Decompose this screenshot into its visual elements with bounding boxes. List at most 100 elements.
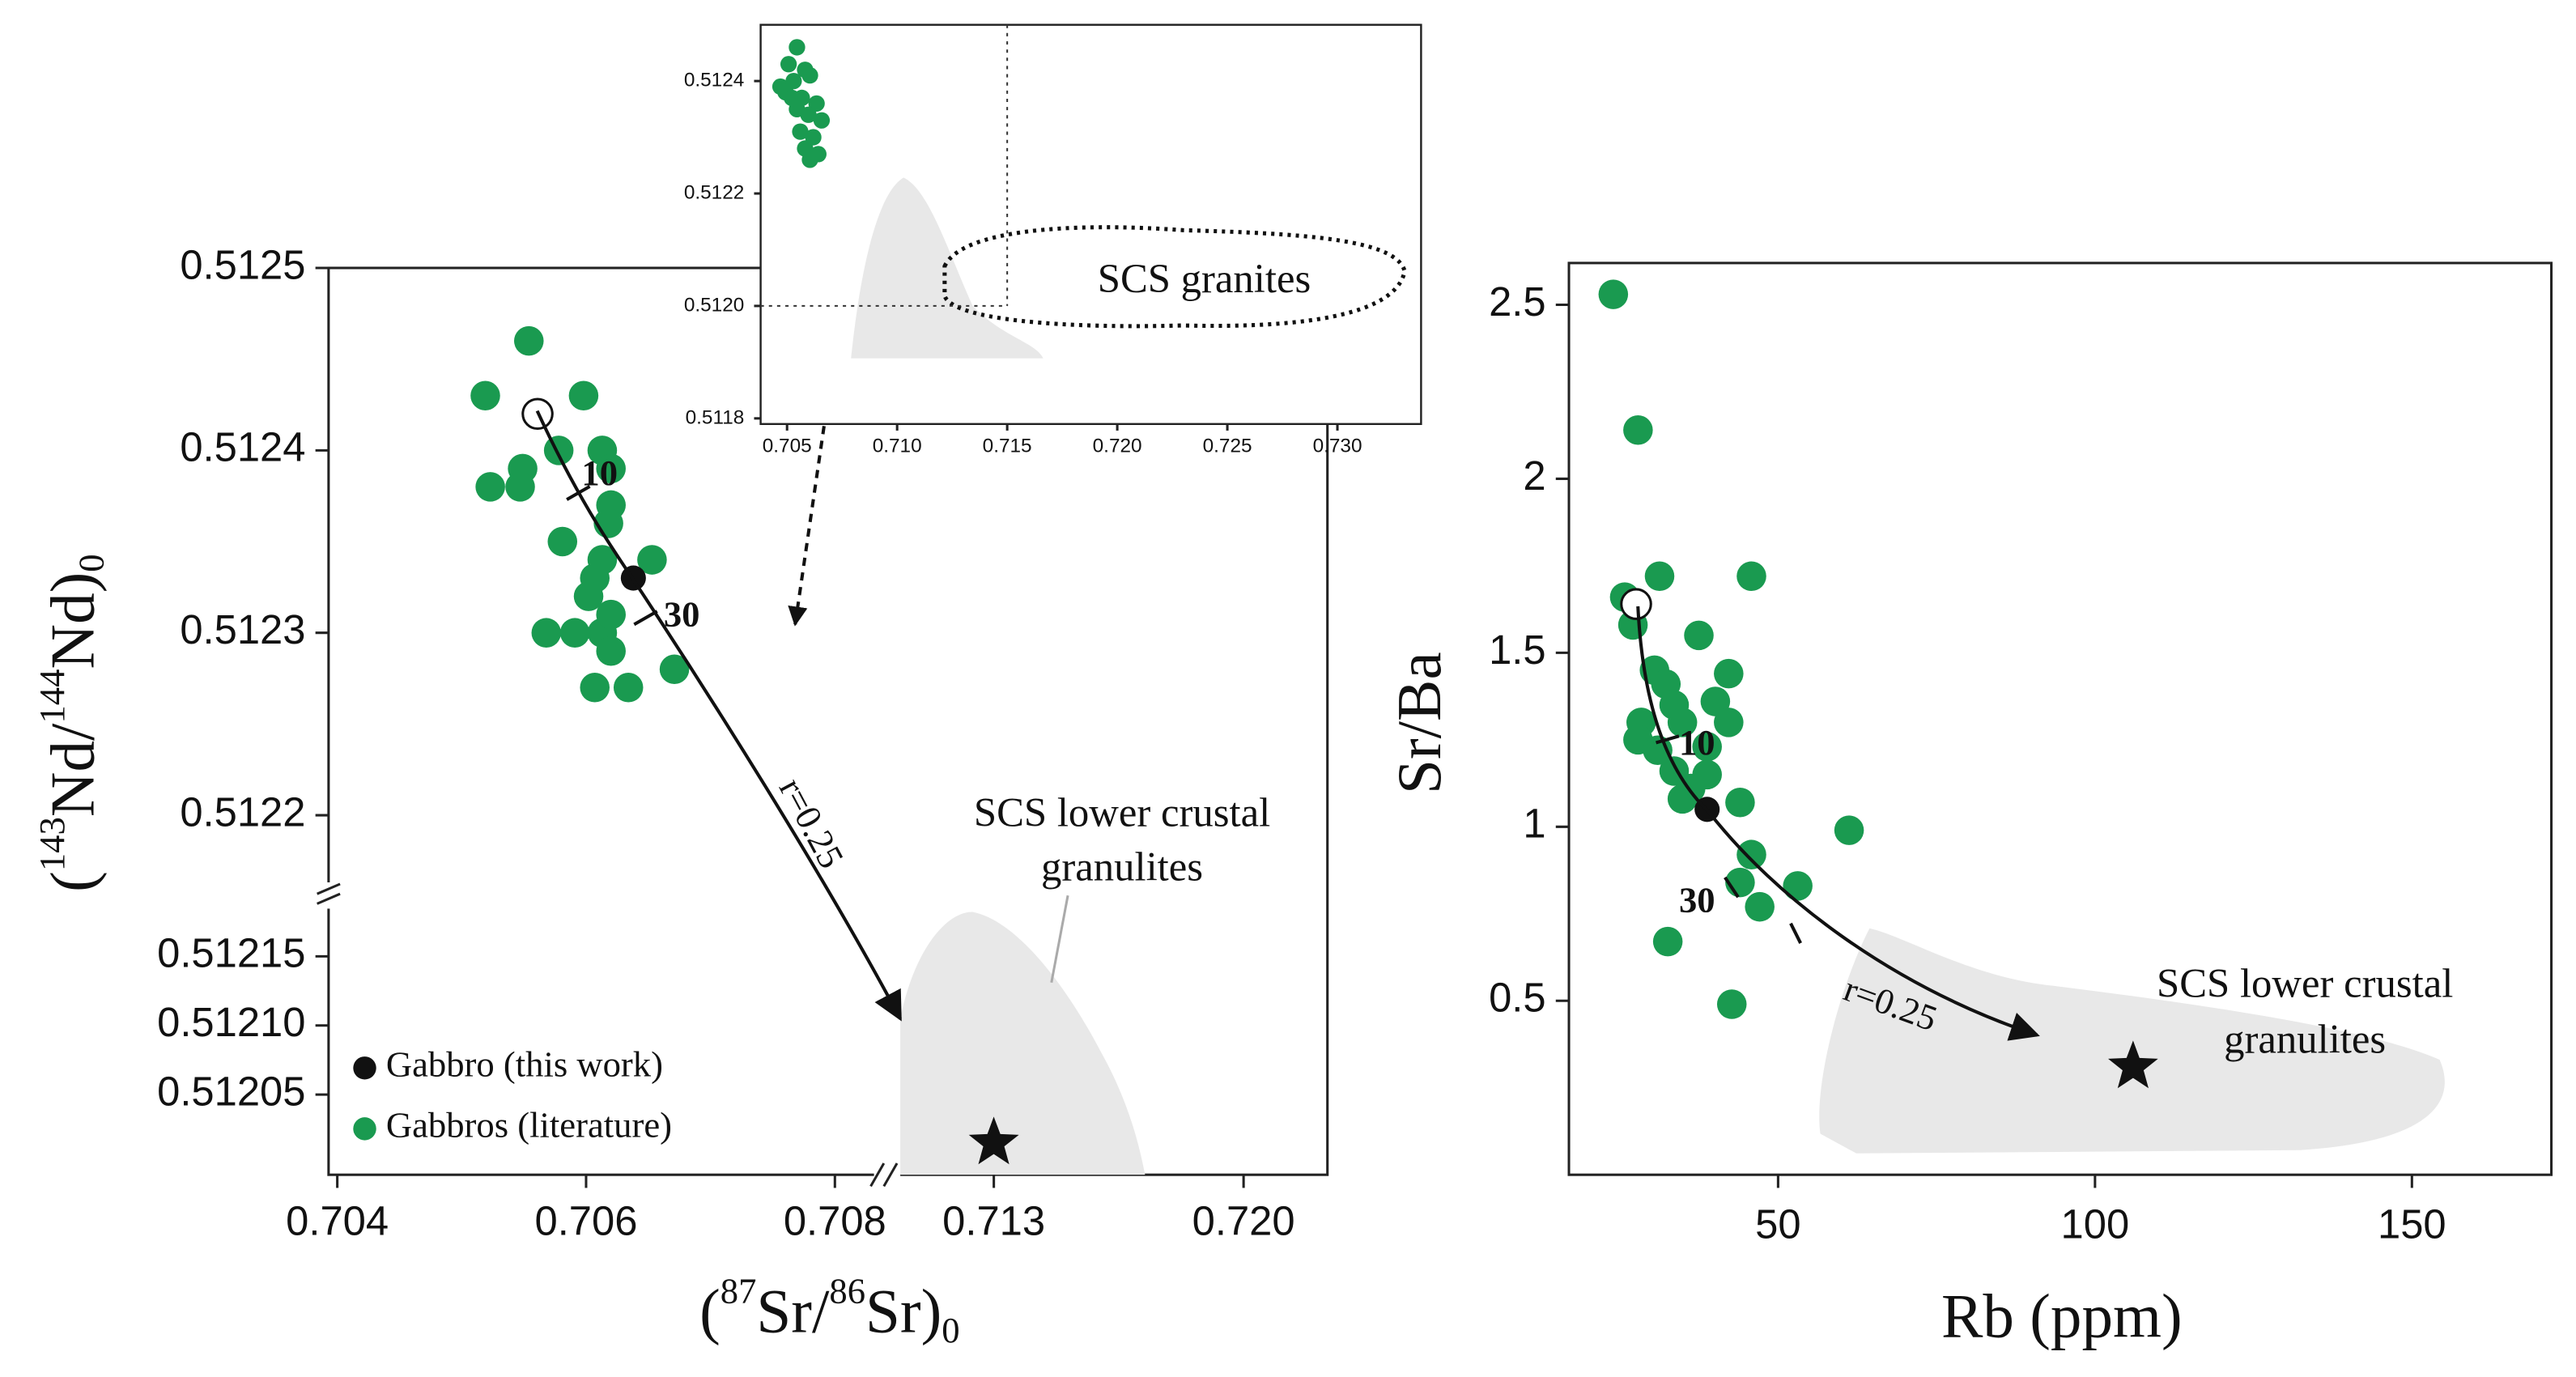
x-tick-label: 0.725	[1203, 436, 1252, 457]
curve-tick	[1656, 734, 1802, 944]
data-point	[801, 151, 818, 168]
granulite-field	[900, 912, 1146, 1175]
legend-label: Gabbro (this work)	[386, 1044, 663, 1085]
data-point	[1714, 658, 1744, 689]
curve-tick	[566, 485, 658, 627]
annotation: SCS lower crustal	[974, 789, 1270, 835]
y-tick-label: 0.5123	[180, 606, 305, 652]
x-tick-label: 0.720	[1192, 1197, 1295, 1243]
data-point	[800, 106, 817, 123]
data-point	[596, 635, 626, 666]
frame	[1567, 261, 2553, 1176]
y-tick-label: 2	[1523, 453, 1545, 499]
y-axis-label: (143Nd/144Nd)0	[32, 554, 112, 891]
data-point	[792, 123, 809, 140]
data-point	[470, 380, 500, 410]
y-tick-label: 0.51215	[157, 930, 305, 976]
data-point	[801, 67, 818, 84]
annotation: granulites	[2224, 1016, 2386, 1061]
data-point	[1745, 891, 1775, 922]
annotation: r=0.25	[772, 771, 852, 875]
x-axis-label: (87Sr/86Sr)0	[699, 1271, 960, 1351]
data-point	[1716, 989, 1747, 1019]
legend-marker	[353, 1056, 376, 1080]
y-tick-label: 0.5125	[180, 241, 305, 287]
y-tick-label: 0.5122	[684, 181, 744, 203]
annotation: SCS granites	[1098, 256, 1311, 301]
x-tick-label: 150	[2378, 1201, 2446, 1247]
x-tick-label: 0.710	[873, 436, 922, 457]
legend-label: Gabbros (literature)	[386, 1105, 672, 1145]
annotation: SCS lower crustal	[2157, 960, 2453, 1005]
y-tick-label: 2.5	[1489, 278, 1546, 325]
data-point	[784, 89, 801, 107]
data-point	[1667, 708, 1698, 737]
y-tick-label: 0.5124	[180, 424, 305, 470]
data-point	[505, 472, 535, 502]
data-point	[1644, 561, 1675, 592]
data-point	[1652, 926, 1683, 957]
x-tick-label: 0.730	[1313, 436, 1362, 457]
y-tick-label: 0.5122	[180, 788, 305, 835]
annotation: granulites	[1041, 844, 1203, 889]
data-point	[573, 581, 604, 611]
x-tick-label: 0.708	[784, 1197, 886, 1243]
data-point	[475, 472, 505, 502]
y-tick-label: 1	[1523, 801, 1545, 847]
annotation: 30	[664, 593, 700, 634]
data-point	[1725, 787, 1755, 818]
data-point	[596, 453, 626, 484]
y-tick-label: 0.5	[1489, 975, 1546, 1021]
annotation: 10	[1679, 722, 1715, 763]
data-point	[659, 654, 690, 685]
y-tick-label: 0.51205	[157, 1069, 305, 1115]
data-point	[580, 673, 610, 703]
inset-frame	[759, 23, 1422, 425]
data-point	[789, 39, 806, 56]
x-tick-label: 0.713	[942, 1197, 1045, 1243]
data-point	[1667, 784, 1698, 814]
data-point	[1684, 620, 1714, 651]
x-tick-label: 0.705	[763, 436, 812, 457]
mixing-curve	[535, 410, 902, 1022]
x-tick-label: 100	[2061, 1201, 2130, 1247]
data-point	[1623, 414, 1653, 445]
granite-field	[942, 225, 1407, 329]
data-point	[1783, 871, 1813, 901]
data-point	[547, 526, 578, 557]
y-tick-label: 1.5	[1489, 627, 1546, 673]
y-axis-label: Sr/Ba	[1384, 652, 1454, 794]
star-point	[968, 1116, 1019, 1165]
x-axis-label: Rb (ppm)	[1941, 1281, 2183, 1351]
data-point	[1692, 732, 1722, 762]
data-point	[813, 112, 831, 129]
y-tick-label: 0.5120	[684, 294, 744, 316]
axis-break	[317, 882, 899, 1188]
data-point	[1598, 279, 1629, 309]
star-point	[2108, 1040, 2158, 1089]
data-point	[1736, 839, 1766, 869]
legend-marker	[353, 1117, 376, 1141]
x-tick-label: 0.720	[1093, 436, 1142, 457]
data-point	[613, 673, 644, 703]
data-point	[543, 436, 574, 465]
annotation: 10	[581, 453, 618, 493]
data-point	[1834, 815, 1864, 845]
data-point	[559, 618, 590, 648]
mixing-curve	[1636, 606, 2040, 1041]
y-tick-label: 0.5124	[684, 70, 744, 91]
data-point	[596, 599, 626, 630]
granulite-field	[851, 177, 1044, 359]
x-tick-label: 0.704	[286, 1197, 389, 1243]
x-tick-label: 0.715	[983, 436, 1032, 457]
data-point	[637, 545, 667, 575]
granulite-field	[1819, 928, 2445, 1154]
x-tick-label: 50	[1755, 1201, 1800, 1247]
annotation: 30	[1679, 880, 1715, 920]
data-point	[568, 380, 599, 410]
leader-line	[1050, 895, 1069, 984]
x-tick-label: 0.706	[535, 1197, 638, 1243]
data-point	[1714, 708, 1744, 737]
y-tick-label: 0.5118	[686, 406, 745, 428]
